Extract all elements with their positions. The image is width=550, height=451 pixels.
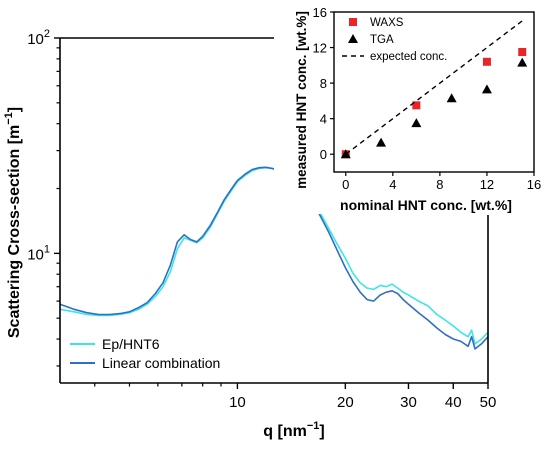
inset-y-tick-label: 8 <box>320 76 327 91</box>
legend-swatch-tga <box>348 34 358 43</box>
inset-background <box>274 2 548 214</box>
waxs-point <box>412 101 421 110</box>
waxs-point <box>482 57 491 66</box>
inset-legend-label: expected conc. <box>370 51 447 63</box>
tga-point <box>481 84 492 94</box>
x-tick-label: 10 <box>229 394 246 411</box>
inset-y-tick-label: 0 <box>320 147 327 162</box>
tga-point <box>517 57 528 67</box>
y-tick-label-exponent: 2 <box>44 28 50 40</box>
inset-x-tick-label: 16 <box>527 177 541 192</box>
inset-plot: 0 4 8 12 16 0 4 8 12 16 nominal HNT conc. [wt.%] me… <box>274 2 548 214</box>
x-axis-title-part: ] <box>319 423 324 440</box>
x-tick-label: 30 <box>400 394 417 411</box>
x-tick-label: 40 <box>445 394 462 411</box>
x-axis-title-part: q [nm <box>263 423 307 440</box>
legend-swatch-waxs <box>349 18 357 26</box>
y-tick-label: 101 <box>27 243 50 263</box>
y-tick-label-base: 10 <box>27 246 44 263</box>
inset-legend-label: WAXS <box>370 17 404 29</box>
inset-y-tick-label: 16 <box>313 5 327 20</box>
y-axis-title-part: Scattering Cross-section [m <box>6 125 23 338</box>
inset-x-tick-label: 8 <box>436 177 443 192</box>
waxs-point <box>518 48 527 56</box>
x-tick-label: 20 <box>337 394 354 411</box>
inset-y-axis-title: measured HNT conc. [wt.%] <box>294 11 309 189</box>
y-tick-label: 102 <box>27 28 50 48</box>
inset-x-axis-title: nominal HNT conc. [wt.%] <box>340 197 512 213</box>
inset-y-tick-label: 12 <box>313 41 327 56</box>
inset-legend-label: TGA <box>370 34 394 46</box>
y-tick-label-base: 10 <box>27 31 44 48</box>
inset-x-tick-label: 4 <box>389 177 396 192</box>
inset-legend: WAXS TGA expected conc. <box>342 17 447 63</box>
tga-point <box>411 118 422 128</box>
inset-y-tick-label: 4 <box>320 112 327 127</box>
y-tick-label-exponent: 1 <box>44 243 50 255</box>
inset-x-tick-label: 0 <box>342 177 349 192</box>
legend-label: Linear combination <box>102 355 220 371</box>
x-tick-label: 50 <box>480 394 497 411</box>
inset-frame <box>333 11 535 173</box>
inset-x-tick-label: 12 <box>480 177 494 192</box>
tga-point <box>376 137 387 147</box>
y-axis-title-part: −1 <box>3 112 15 125</box>
y-axis-title-part: ] <box>6 107 23 112</box>
expected-conc-line <box>345 20 523 155</box>
main-legend: Ep/HNT6 Linear combination <box>70 336 220 371</box>
tga-point <box>446 93 457 103</box>
legend-label: Ep/HNT6 <box>102 336 160 352</box>
x-axis-title: q [nm−1] <box>263 420 324 440</box>
y-axis-title: Scattering Cross-section [m−1] <box>3 107 23 338</box>
x-axis-title-part: −1 <box>307 420 320 432</box>
